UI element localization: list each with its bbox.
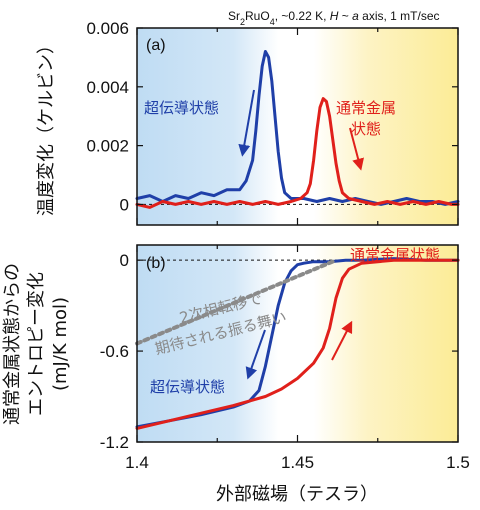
y-tick-label-b-0: 0 bbox=[120, 251, 129, 270]
panel-a-label: (a) bbox=[146, 37, 166, 54]
series-line-b-1 bbox=[135, 258, 460, 430]
y-tick-label-a-2: 0.002 bbox=[86, 137, 129, 156]
normal-arrow-b bbox=[331, 320, 353, 361]
panel-a-background bbox=[137, 28, 458, 225]
series-line-b-2 bbox=[135, 258, 338, 346]
normal-label-a-line2: 状態 bbox=[351, 120, 381, 138]
superconducting-arrow-a bbox=[238, 89, 255, 157]
svg-text:(mJ/K mol): (mJ/K mol) bbox=[50, 297, 71, 391]
y-tick-label-a-1: 0.004 bbox=[86, 78, 129, 97]
x-tick-label-1: 1.45 bbox=[281, 453, 314, 472]
x-axis-label: 外部磁場（テスラ） bbox=[216, 484, 378, 505]
y-tick-label-a-0: 0.006 bbox=[86, 19, 129, 38]
normal-label-b: 通常金属状態 bbox=[350, 246, 440, 264]
superconducting-arrow-b bbox=[245, 329, 266, 380]
normal-arrow-a bbox=[349, 127, 364, 171]
panel-b-label: (b) bbox=[146, 255, 166, 272]
normal-label-a-line1: 通常金属 bbox=[336, 99, 396, 117]
x-tick-label-2: 1.5 bbox=[446, 453, 470, 472]
series-line-a-1 bbox=[135, 97, 460, 209]
panel-b-ylabel: 通常金属状態からの エントロピー変化 (mJ/K mol) bbox=[2, 263, 71, 425]
y-tick-label-a-3: 0 bbox=[120, 195, 129, 214]
svg-text:通常金属状態からの: 通常金属状態からの bbox=[2, 263, 23, 425]
panel-a-ylabel: 温度変化（ケルビン） bbox=[36, 36, 57, 216]
panel-b: 0-0.6-1.2 1.4 1.45 1.5 (b) 通常金属状態 2次相転移で 期… bbox=[100, 244, 470, 472]
conditions-text: Sr2RuO4, ~0.22 K, H ~ a axis, 1 mT/sec bbox=[228, 9, 440, 27]
superconducting-label-a: 超伝導状態 bbox=[144, 99, 219, 117]
svg-text:エントロピー変化: エントロピー変化 bbox=[26, 272, 47, 416]
y-tick-label-b-1: -0.6 bbox=[100, 342, 129, 361]
panel-a: 0.006 0.004 0.002 0 (a) Sr2RuO4, ~0.22 K, H… bbox=[86, 9, 460, 226]
y-tick-label-b-2: -1.2 bbox=[100, 433, 129, 452]
x-tick-label-0: 1.4 bbox=[125, 453, 149, 472]
svg-text:温度変化（ケルビン）: 温度変化（ケルビン） bbox=[36, 36, 57, 216]
superconducting-label-b: 超伝導状態 bbox=[150, 378, 225, 396]
